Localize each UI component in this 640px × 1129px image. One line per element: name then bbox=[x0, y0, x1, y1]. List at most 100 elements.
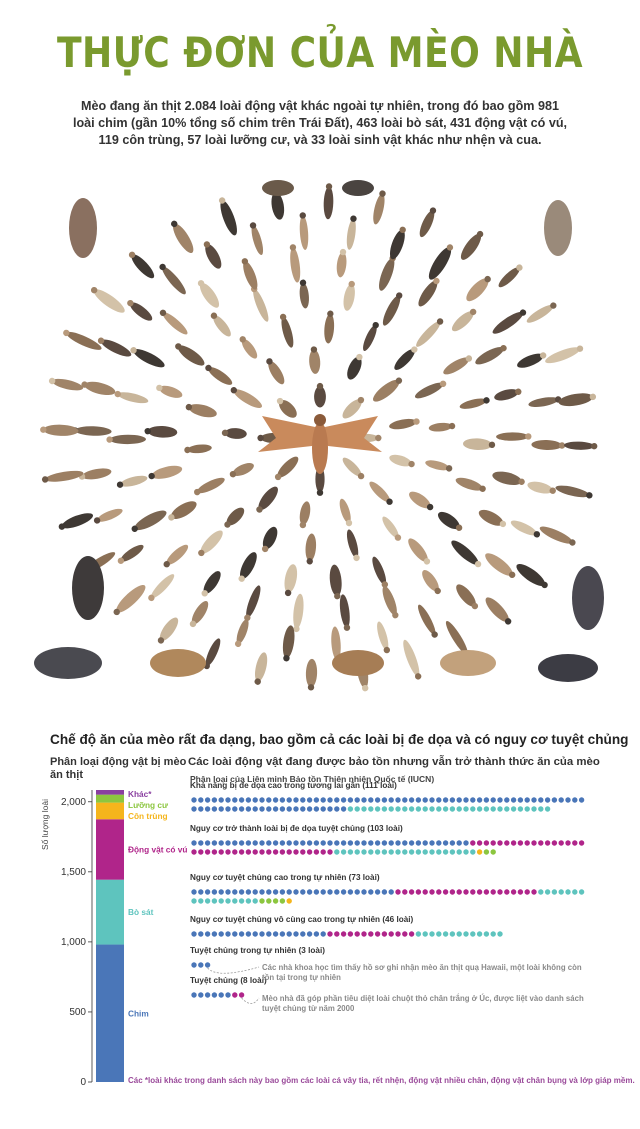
species-dot bbox=[320, 849, 326, 855]
species-dot bbox=[442, 889, 449, 895]
y-tick-label: 500 bbox=[69, 1007, 86, 1018]
specimen bbox=[41, 470, 84, 483]
species-dot bbox=[381, 889, 388, 895]
bar-label: Động vật có vú bbox=[128, 844, 187, 854]
species-dot bbox=[436, 889, 442, 895]
specimen bbox=[305, 658, 318, 691]
species-dot bbox=[524, 889, 530, 895]
species-dot bbox=[313, 797, 320, 803]
species-dot bbox=[476, 806, 483, 812]
species-dot bbox=[266, 840, 272, 846]
species-dot bbox=[232, 889, 238, 895]
species-dot bbox=[313, 806, 320, 812]
species-dot bbox=[408, 797, 415, 803]
species-dot bbox=[211, 806, 218, 812]
specimen bbox=[418, 277, 440, 307]
species-dot bbox=[531, 889, 537, 895]
specimen bbox=[329, 564, 342, 600]
iucn-group-label: Tuyệt chủng (8 loài) bbox=[190, 976, 267, 985]
species-dot bbox=[272, 931, 279, 937]
specimen bbox=[189, 601, 209, 628]
species-dot bbox=[327, 849, 333, 855]
specimen bbox=[475, 344, 507, 365]
specimen bbox=[526, 302, 557, 323]
species-dot bbox=[517, 806, 524, 812]
specimen bbox=[531, 439, 566, 451]
species-dot bbox=[225, 840, 231, 846]
species-dot bbox=[238, 889, 245, 895]
species-dot bbox=[320, 806, 326, 812]
iucn-group-label: Nguy cơ tuyệt chủng vô cùng cao trong tự… bbox=[190, 915, 414, 924]
specimen bbox=[485, 597, 512, 625]
species-dot bbox=[483, 889, 490, 895]
species-dot bbox=[198, 806, 204, 812]
specimen bbox=[314, 382, 326, 408]
species-dot bbox=[259, 889, 265, 895]
species-dot bbox=[347, 849, 354, 855]
specimen bbox=[332, 650, 384, 676]
species-dot bbox=[191, 849, 197, 855]
species-dot bbox=[245, 898, 252, 904]
species-dot bbox=[490, 931, 496, 937]
species-dot bbox=[238, 840, 245, 846]
species-dot bbox=[259, 931, 265, 937]
species-dot bbox=[558, 889, 564, 895]
species-dot bbox=[361, 889, 367, 895]
species-dot bbox=[225, 806, 231, 812]
species-dot bbox=[340, 840, 347, 846]
species-dot bbox=[211, 931, 218, 937]
species-dot bbox=[374, 840, 381, 846]
species-dot bbox=[198, 898, 204, 904]
species-dot bbox=[388, 806, 394, 812]
species-dot bbox=[476, 889, 483, 895]
specimen bbox=[299, 212, 309, 250]
species-dot bbox=[368, 797, 374, 803]
species-dot bbox=[334, 849, 340, 855]
specimen bbox=[437, 511, 463, 531]
species-dot bbox=[211, 840, 218, 846]
species-dot bbox=[286, 889, 292, 895]
species-dot bbox=[361, 931, 367, 937]
species-dot bbox=[252, 806, 258, 812]
species-dot bbox=[524, 840, 530, 846]
species-dot bbox=[204, 962, 211, 968]
species-dot bbox=[238, 931, 245, 937]
iucn-group-label: Nguy cơ tuyệt chủng cao trong tự nhiên (… bbox=[190, 873, 380, 882]
species-dot bbox=[408, 840, 415, 846]
species-dot bbox=[470, 797, 476, 803]
species-dot bbox=[191, 962, 197, 968]
species-dot bbox=[266, 898, 272, 904]
annotation-connector bbox=[241, 997, 260, 1004]
species-dot bbox=[334, 931, 340, 937]
specimen bbox=[262, 180, 294, 196]
specimen bbox=[128, 251, 155, 279]
specimen bbox=[63, 329, 102, 350]
species-dot bbox=[354, 840, 360, 846]
species-dot bbox=[429, 849, 435, 855]
specimen bbox=[274, 456, 299, 481]
specimen bbox=[342, 457, 365, 480]
species-dot bbox=[368, 889, 374, 895]
species-dot bbox=[300, 840, 306, 846]
specimen bbox=[459, 397, 490, 409]
species-dot bbox=[361, 849, 367, 855]
bar-segment-c-n-tr-ng bbox=[96, 802, 124, 820]
prey-specimens-photo bbox=[34, 180, 604, 692]
species-dot bbox=[381, 806, 388, 812]
species-dot bbox=[245, 849, 252, 855]
species-dot bbox=[402, 797, 408, 803]
species-dot bbox=[449, 889, 456, 895]
species-dot bbox=[415, 840, 422, 846]
specimen bbox=[97, 337, 132, 357]
specimen bbox=[171, 220, 194, 254]
specimen bbox=[69, 198, 97, 258]
specimen bbox=[224, 507, 245, 528]
species-dot bbox=[422, 849, 428, 855]
specimen bbox=[198, 530, 223, 557]
specimen bbox=[90, 286, 125, 313]
species-dot bbox=[266, 889, 272, 895]
species-dot bbox=[232, 797, 238, 803]
species-dot bbox=[198, 992, 204, 998]
specimen bbox=[389, 226, 406, 260]
specimen bbox=[72, 556, 104, 620]
